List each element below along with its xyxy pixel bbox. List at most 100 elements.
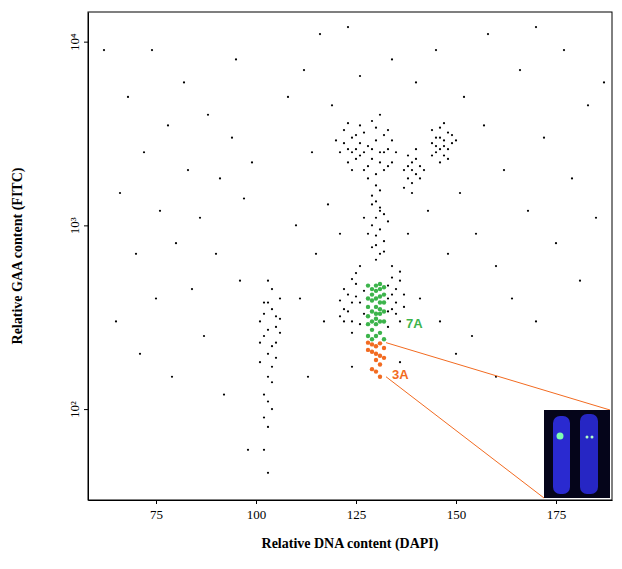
point (435, 137, 437, 139)
points (103, 26, 605, 474)
point (351, 278, 353, 280)
point (543, 137, 545, 139)
point (431, 154, 433, 156)
point (439, 148, 441, 150)
point (399, 271, 401, 273)
point (375, 259, 377, 261)
point (235, 58, 237, 60)
point (311, 151, 313, 153)
point (431, 142, 433, 144)
point (375, 184, 377, 186)
point (378, 375, 382, 379)
point (343, 142, 345, 144)
point (347, 122, 349, 124)
y-tick-mark (84, 225, 88, 226)
point (275, 357, 277, 359)
point (263, 335, 265, 337)
point (339, 151, 341, 153)
point (571, 177, 573, 179)
chromosome (553, 416, 570, 494)
point (399, 280, 401, 282)
point (379, 189, 381, 191)
point (370, 287, 374, 291)
point (370, 367, 374, 371)
point (267, 301, 269, 303)
point (359, 301, 361, 303)
point (371, 120, 373, 122)
point (374, 352, 378, 356)
point (175, 242, 177, 244)
point (367, 165, 369, 167)
point (399, 361, 401, 363)
point (366, 314, 370, 318)
point (391, 308, 393, 310)
point (383, 151, 385, 153)
point (247, 449, 249, 451)
point (371, 224, 373, 226)
y-tick: 10² (67, 401, 88, 418)
point (382, 309, 386, 313)
point (366, 283, 370, 287)
point (371, 195, 373, 197)
point (139, 353, 141, 355)
point (359, 75, 361, 77)
point (587, 104, 589, 106)
point (315, 253, 317, 255)
point (387, 297, 389, 299)
point (374, 344, 378, 348)
point (391, 58, 393, 60)
point (351, 151, 353, 153)
point (343, 129, 345, 131)
point (378, 300, 382, 304)
y-tick-label: 10² (67, 401, 82, 418)
point (378, 362, 382, 366)
point (355, 148, 357, 150)
point (375, 244, 377, 246)
point (407, 233, 409, 235)
point (374, 289, 378, 293)
point (295, 224, 297, 226)
point (327, 203, 329, 205)
point (343, 288, 345, 290)
point (275, 326, 277, 328)
point (267, 426, 269, 428)
x-tick: 125 (347, 500, 367, 522)
point (363, 169, 365, 171)
x-tick: 175 (547, 500, 567, 522)
point (415, 173, 417, 175)
point (447, 253, 449, 255)
point (379, 210, 381, 212)
point (343, 308, 345, 310)
point (378, 354, 382, 358)
point (355, 134, 357, 136)
x-axis-line (89, 500, 613, 501)
point (299, 297, 301, 299)
point (379, 253, 381, 255)
signal (557, 433, 564, 440)
point (363, 151, 365, 153)
point (415, 81, 417, 83)
point (415, 158, 417, 160)
x-axis-title: Relative DNA content (DAPI) (262, 536, 439, 552)
point (370, 298, 374, 302)
point (371, 148, 373, 150)
point (443, 154, 445, 156)
y-tick: 10⁴ (67, 33, 88, 51)
point (347, 293, 349, 295)
point (351, 137, 353, 139)
point (351, 320, 353, 322)
point (375, 139, 377, 141)
x-tick: 100 (247, 500, 267, 522)
point (535, 26, 537, 28)
point (447, 131, 449, 133)
point (239, 280, 241, 282)
point (370, 309, 374, 313)
y-tick-label: 10³ (67, 217, 82, 234)
point (271, 288, 273, 290)
point (535, 320, 537, 322)
point (391, 265, 393, 267)
point (415, 148, 417, 150)
point (171, 376, 173, 378)
inset-leaders (386, 343, 610, 498)
point (387, 129, 389, 131)
